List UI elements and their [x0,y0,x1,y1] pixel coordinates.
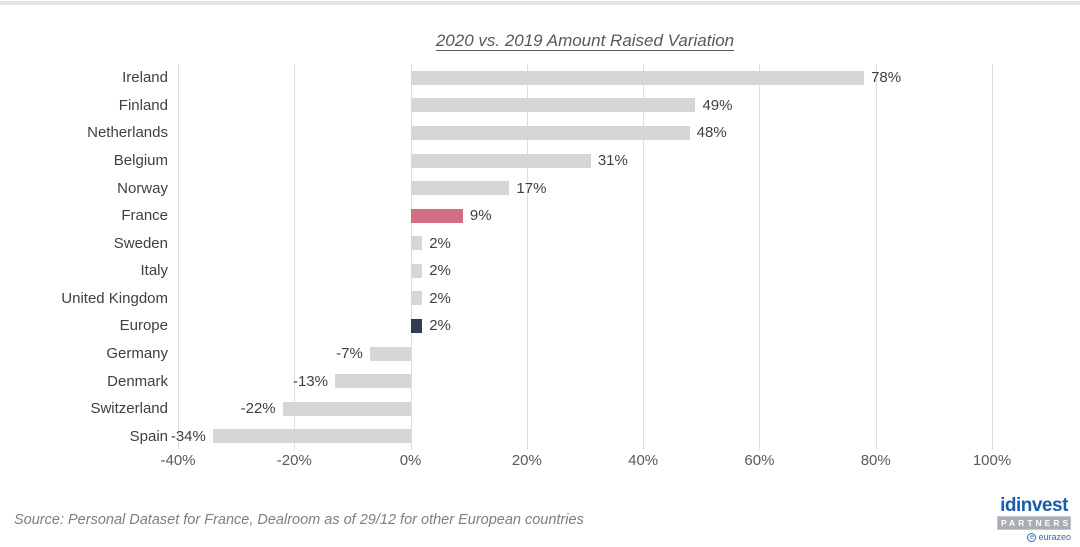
x-tick-label: 0% [399,452,422,469]
logo-parent-row: e eurazeo [1027,532,1071,542]
cat-label: Germany [106,344,168,362]
value-label: 31% [597,151,628,169]
value-label: 2% [429,262,451,280]
idinvest-logo: idinvest PARTNERS e eurazeo [997,495,1071,542]
cat-label: Italy [140,262,168,280]
bar [410,291,423,306]
value-label: 17% [516,179,547,197]
value-label: -34% [170,427,206,445]
cat-label: Belgium [113,151,168,169]
bar [410,236,423,251]
plot-area: Ireland 78% Finland 49% Netherlands 48% Belgiu… [61,64,993,450]
source-note: Source: Personal Dataset for France, Dea… [14,512,584,528]
bar [410,153,591,168]
logo-subbrand-text: PARTNERS [997,516,1071,531]
cat-label: Ireland [122,69,168,87]
cat-label: Switzerland [90,400,168,418]
gridline [410,64,412,450]
bar [369,346,411,361]
value-label: 78% [871,69,902,87]
x-tick-label: 60% [744,452,775,469]
value-label: -7% [336,344,363,362]
bar [410,125,690,140]
bar [410,263,423,278]
logo-parent-text: eurazeo [1038,532,1071,543]
gridline [178,64,179,450]
value-label: -13% [292,372,328,390]
value-label: 2% [429,289,451,307]
value-label: 49% [702,96,733,114]
value-label: 2% [429,317,451,335]
bar [410,70,865,85]
cat-label: Europe [119,317,168,335]
x-tick-label: 40% [628,452,659,469]
x-tick-label: 80% [860,452,891,469]
bar [410,98,696,113]
cat-label: Finland [118,96,168,114]
cat-label: Denmark [107,372,168,390]
cat-label: France [121,207,168,225]
bar [334,374,411,389]
top-divider [0,1,1080,5]
cat-label: Spain [129,427,168,445]
gridline [759,64,761,450]
gridline [294,64,296,450]
value-label: 48% [696,124,727,142]
cat-label: United Kingdom [61,289,168,307]
logo-brand-text: idinvest [1000,495,1068,516]
x-tick-label: 100% [972,452,1012,469]
gridline [643,64,645,450]
x-axis: -40% -20% 0% 20% 40% 60% 80% 100% [160,452,1011,472]
gridline [875,64,877,450]
eurazeo-icon: e [1027,532,1037,542]
value-label: -22% [240,400,276,418]
x-tick-label: 20% [511,452,542,469]
bar [282,401,411,416]
gridline [992,64,993,450]
chart-title: 2020 vs. 2019 Amount Raised Variation [435,31,735,50]
cat-label: Norway [117,179,168,197]
cat-label: Sweden [113,234,168,252]
bar [410,181,510,196]
bar [410,318,423,333]
x-tick-label: -20% [276,452,312,469]
value-label: 9% [469,207,492,225]
gridline [526,64,528,450]
x-tick-label: -40% [160,452,196,469]
cat-label: Netherlands [87,124,168,142]
value-label: 2% [429,234,451,252]
bar [212,429,411,444]
bar [410,208,463,223]
